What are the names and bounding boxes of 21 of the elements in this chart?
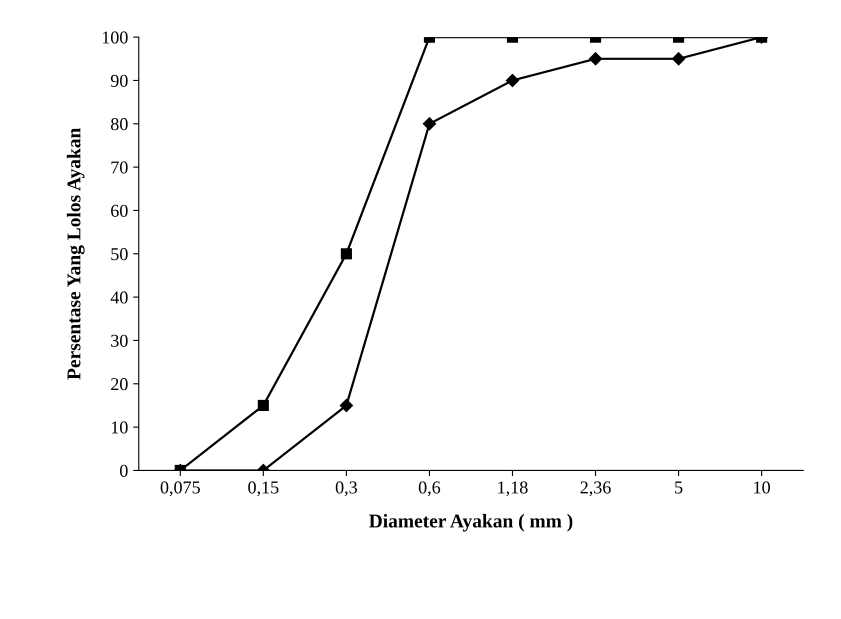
y-tick-label: 80 <box>110 118 128 130</box>
x-tick-label: 10 <box>754 481 770 494</box>
y-tick-label: 60 <box>111 204 128 217</box>
y-tick-label: 10 <box>112 421 128 434</box>
y-tick-label: 70 <box>111 161 128 174</box>
x-tick-label: 0,3 <box>336 481 357 496</box>
x-axis-title: Diameter Ayakan ( mm ) <box>369 514 572 532</box>
x-tick-label: 1,18 <box>498 481 528 496</box>
y-tick-label: 20 <box>111 378 128 390</box>
y-tick-label: 30 <box>111 334 128 347</box>
x-tick-label: 0,6 <box>418 481 440 496</box>
y-tick-label: 100 <box>102 31 128 44</box>
x-tick-label: 0,075 <box>160 481 200 496</box>
x-tick-label: 5 <box>675 482 682 494</box>
y-axis-title: Persentase Yang Lolos Ayakan <box>66 128 85 380</box>
y-tick-label: 90 <box>110 74 128 87</box>
y-tick-label: 50 <box>111 248 128 260</box>
y-tick-label: 0 <box>120 464 128 477</box>
y-tick-label: 40 <box>110 291 128 304</box>
x-tick-label: 0,15 <box>248 481 278 496</box>
x-tick-label: 2,36 <box>580 481 611 496</box>
